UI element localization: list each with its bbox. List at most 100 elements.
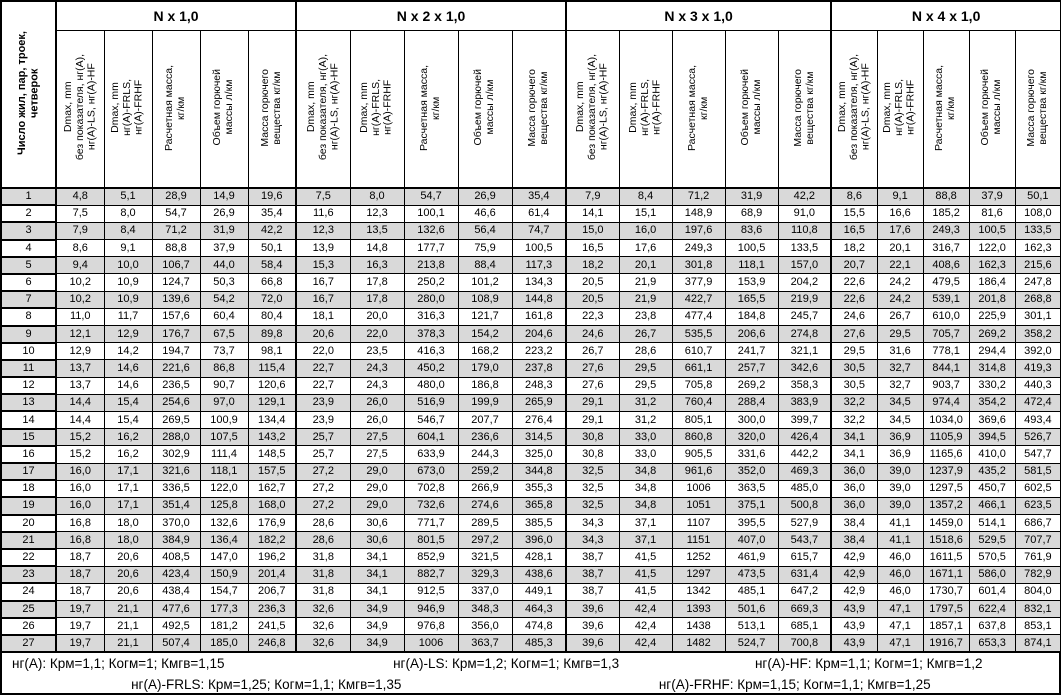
cell: 42,4 [618,634,673,653]
cell: 356,0 [457,617,513,636]
cell: 15,0 [565,221,620,241]
cell: 336,5 [151,479,201,498]
cell: 32,7 [876,376,924,395]
cell: 236,3 [247,599,297,619]
cell: 20,6 [103,582,153,602]
cell: 88,8 [922,187,970,206]
cell: 8,0 [349,187,405,206]
row-number-cell: 23 [0,565,57,585]
coefficients-line-1: нг(А): Крм=1,1; Когм=1; Кмгв=1,15 нг(А)-… [2,653,1059,674]
cell: 38,7 [565,548,620,567]
row-number-cell: 16 [0,445,57,465]
cell: 50,1 [1014,187,1061,206]
column-header-label: Dmax, mm нг(А)-FRLS, нг(А)-FRHF [109,79,145,136]
cell: 14,9 [199,187,249,206]
cell: 673,0 [403,462,459,481]
cell: 32,6 [295,617,351,636]
cell: 71,2 [151,221,201,241]
cell: 67,5 [199,324,249,344]
cell: 88,4 [457,256,513,275]
cell: 37,1 [618,514,673,533]
cell: 269,2 [968,324,1016,344]
cell: 316,3 [403,307,459,327]
cell: 38,4 [830,514,878,533]
cell: 83,6 [724,221,779,241]
cell: 75,9 [457,239,513,258]
cell: 20,0 [349,307,405,327]
cell: 25,7 [295,428,351,447]
cell: 10,0 [103,256,153,275]
cell: 100,5 [724,239,779,258]
column-header-label: Dmax, mm без показателя, нг(А), нг(А)-LS… [835,54,872,161]
cell: 570,5 [968,548,1016,567]
cell: 700,8 [777,634,832,653]
cell: 485,0 [777,479,832,498]
row-number-cell: 2 [0,204,57,224]
cell: 236,5 [151,376,201,395]
cell: 20,6 [295,324,351,344]
cell: 34,8 [618,496,673,516]
cell: 22,3 [565,307,620,327]
cell: 42,4 [618,599,673,619]
cell: 12,9 [103,324,153,344]
cell: 47,1 [876,599,924,619]
column-header: Dmax, mm нг(А)-FRLS, нг(А)-FRHF [349,30,405,189]
column-header: Dmax, mm нг(А)-FRLS, нг(А)-FRHF [876,30,924,189]
cell: 20,6 [103,565,153,584]
cell: 946,9 [403,599,459,619]
cell: 461,9 [724,548,779,567]
cell: 903,7 [922,376,970,395]
cell: 34,9 [349,617,405,636]
cell: 259,2 [457,462,513,481]
cell: 18,1 [295,307,351,327]
cell: 547,7 [1014,445,1061,464]
cell: 16,8 [55,531,105,550]
cell: 269,2 [724,376,779,395]
cell: 162,3 [1014,239,1061,258]
cell: 17,1 [103,479,153,498]
cell: 852,9 [403,548,459,567]
cell: 16,0 [618,221,673,241]
cell: 383,9 [777,393,832,412]
coefficient-note: нг(А): Крм=1,1; Когм=1; Кмгв=1,15 [12,656,225,672]
cell: 12,1 [55,324,105,344]
cell: 34,8 [618,479,673,498]
cell: 204,2 [777,273,832,292]
column-header: Объем горючей массы л/км [968,30,1016,189]
cell: 363,5 [724,479,779,498]
cell: 41,5 [618,582,673,602]
table-row: 22 18,7 20,6 408,5 147,0 196,2 31,8 34,1 852,9 32… [0,548,1061,568]
cell: 358,3 [777,376,832,395]
cell: 546,7 [403,410,459,430]
cell: 529,5 [968,531,1016,550]
cell: 514,1 [968,514,1016,533]
cell: 1438 [671,617,726,636]
cell: 804,0 [1014,582,1061,602]
row-number-cell: 22 [0,548,57,568]
cell: 74,7 [511,221,567,241]
cell: 352,0 [724,462,779,481]
cell: 410,0 [968,445,1016,464]
group-header-nx1: N x 1,0 [54,0,297,31]
cell: 10,9 [103,273,153,292]
cell: 37,1 [618,531,673,550]
cell: 31,8 [295,565,351,584]
cell: 213,8 [403,256,459,275]
cell: 90,7 [199,376,249,395]
cell: 474,8 [511,617,567,636]
cell: 13,5 [349,221,405,241]
cell: 16,2 [103,445,153,464]
table-row: 18 16,0 17,1 336,5 122,0 162,7 27,2 29,0 702,8 26… [0,479,1061,499]
cell: 375,1 [724,496,779,516]
cell: 9,4 [55,256,105,275]
cell: 702,8 [403,479,459,498]
cell: 24,6 [565,324,620,344]
cell: 321,5 [457,548,513,567]
cell: 42,9 [830,565,878,584]
cell: 31,9 [199,221,249,241]
column-header-label: Масса горючего вещества кг/км [259,68,283,147]
cell: 423,4 [151,565,201,584]
cell: 23,5 [349,342,405,361]
cell: 150,9 [199,565,249,584]
cell: 136,4 [199,531,249,550]
